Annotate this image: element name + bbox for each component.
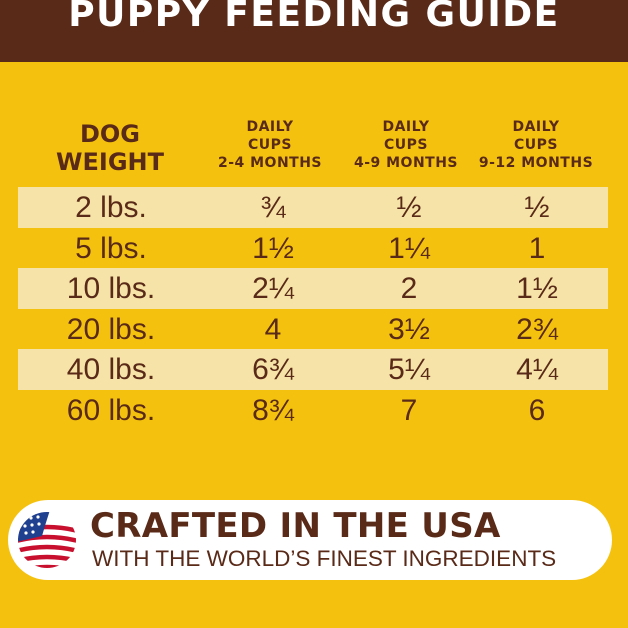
- weight-cell: 10 lbs.: [66, 272, 156, 305]
- table-row: 10 lbs. 2¼ 2 1½: [18, 268, 608, 309]
- cups-2-4-months-cell: ¾: [260, 191, 286, 224]
- weight-cell: 20 lbs.: [66, 312, 156, 346]
- weight-cell: 40 lbs.: [66, 353, 156, 386]
- cups-2-4-months-cell: 1½: [252, 231, 294, 265]
- column-header-line: 9-12 MONTHS: [478, 155, 594, 171]
- cups-9-12-months-cell: ½: [524, 191, 550, 224]
- cups-4-9-months-cell: 7: [400, 393, 418, 427]
- column-header-4-9-months: DAILY CUPS 4-9 MONTHS: [336, 118, 476, 172]
- cups-2-4-months-cell: 8¾: [252, 393, 294, 427]
- table-row: 2 lbs. ¾ ½ ½: [18, 187, 608, 228]
- column-header-line: DAILY: [246, 119, 294, 135]
- weight-cell: 60 lbs.: [66, 393, 156, 427]
- page-title: PUPPY FEEDING GUIDE: [68, 0, 560, 35]
- feeding-table: 2 lbs. ¾ ½ ½ 5 lbs. 1½ 1¼ 1 10 lbs. 2¼ 2…: [18, 187, 608, 430]
- cups-9-12-months-cell: 6: [528, 393, 546, 427]
- column-header-line: DAILY: [382, 119, 430, 135]
- cups-2-4-months-cell: 6¾: [252, 353, 294, 386]
- column-header-line: CUPS: [248, 137, 292, 153]
- table-row: 60 lbs. 8¾ 7 6: [18, 390, 608, 431]
- table-row: 20 lbs. 4 3½ 2¾: [18, 309, 608, 350]
- badge-title: CRAFTED IN THE USA: [90, 506, 501, 546]
- cups-2-4-months-cell: 2¼: [252, 272, 294, 305]
- us-flag-icon: [18, 512, 76, 568]
- cups-4-9-months-cell: 2: [400, 272, 418, 305]
- column-header-2-4-months: DAILY CUPS 2-4 MONTHS: [200, 118, 340, 172]
- column-header-line: CUPS: [384, 137, 428, 153]
- cups-9-12-months-cell: 4¼: [516, 353, 558, 386]
- weight-cell: 5 lbs.: [75, 231, 147, 265]
- column-header-9-12-months: DAILY CUPS 9-12 MONTHS: [466, 118, 606, 172]
- table-row: 5 lbs. 1½ 1¼ 1: [18, 228, 608, 269]
- cups-2-4-months-cell: 4: [264, 312, 282, 346]
- header-banner: PUPPY FEEDING GUIDE: [0, 0, 628, 62]
- dog-weight-header: DOG WEIGHT: [30, 120, 190, 176]
- column-header-line: DAILY: [512, 119, 560, 135]
- cups-4-9-months-cell: 1¼: [388, 231, 430, 265]
- cups-4-9-months-cell: 3½: [388, 312, 430, 346]
- cups-4-9-months-cell: 5¼: [388, 353, 430, 386]
- crafted-in-usa-badge: CRAFTED IN THE USA WITH THE WORLD’S FINE…: [8, 500, 612, 580]
- cups-9-12-months-cell: 2¾: [516, 312, 558, 346]
- weight-cell: 2 lbs.: [75, 191, 147, 224]
- badge-subtitle: WITH THE WORLD’S FINEST INGREDIENTS: [92, 546, 557, 571]
- dog-weight-header-line2: WEIGHT: [56, 148, 164, 176]
- column-header-line: 2-4 MONTHS: [217, 155, 323, 171]
- cups-9-12-months-cell: 1: [528, 231, 546, 265]
- column-header-line: CUPS: [514, 137, 558, 153]
- table-row: 40 lbs. 6¾ 5¼ 4¼: [18, 349, 608, 390]
- dog-weight-header-line1: DOG: [79, 120, 141, 148]
- cups-4-9-months-cell: ½: [396, 191, 422, 224]
- column-header-line: 4-9 MONTHS: [353, 155, 459, 171]
- cups-9-12-months-cell: 1½: [516, 272, 558, 305]
